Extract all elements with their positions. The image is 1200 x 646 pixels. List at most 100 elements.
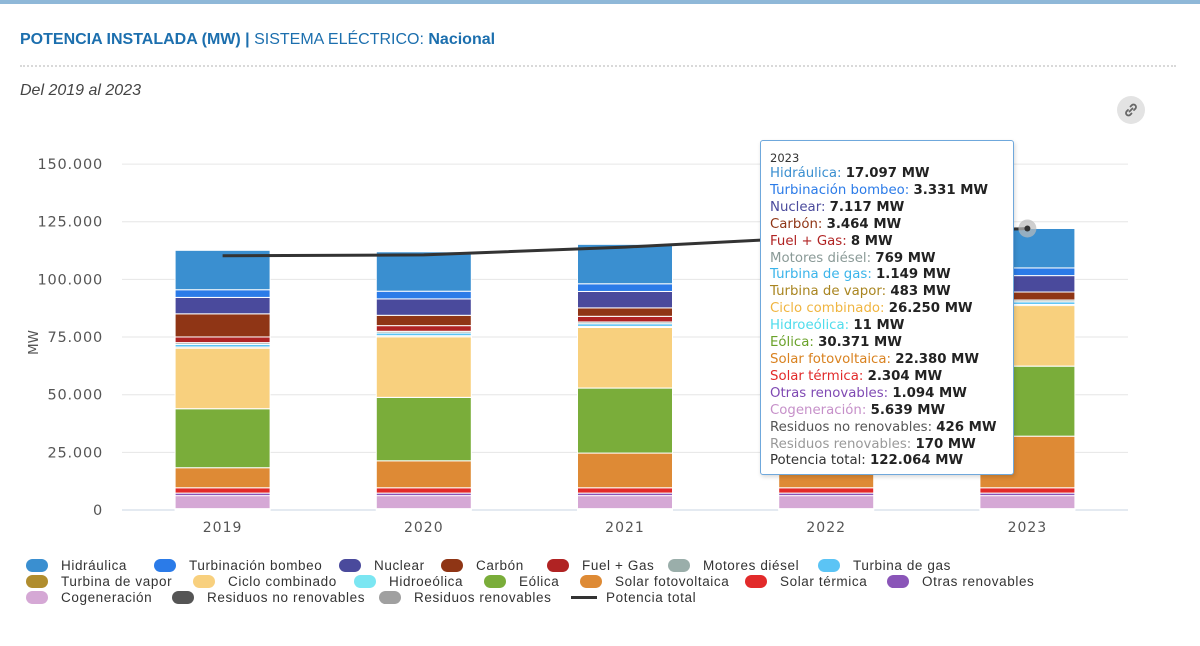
legend-label: Ciclo combinado bbox=[228, 574, 337, 589]
bar-segment bbox=[375, 251, 472, 292]
legend-label: Eólica bbox=[519, 574, 560, 589]
tooltip-row: Turbinación bombeo: 3.331 MW bbox=[770, 182, 989, 198]
legend-swatch bbox=[887, 575, 909, 588]
bar-segment bbox=[979, 495, 1076, 510]
top-accent-bar bbox=[0, 0, 1200, 4]
bar-segment bbox=[577, 283, 673, 292]
link-icon bbox=[1125, 103, 1137, 117]
tooltip-row-label: Hidráulica bbox=[770, 166, 838, 181]
tooltip-row-label: Fuel + Gas bbox=[770, 233, 843, 249]
bar-segment bbox=[375, 336, 472, 398]
legend-item[interactable]: Potencia total bbox=[571, 590, 696, 605]
bar-segment bbox=[778, 487, 875, 494]
legend-label: Potencia total bbox=[606, 590, 697, 605]
bar-segment bbox=[174, 289, 271, 298]
tooltip-category: 2023 bbox=[770, 151, 800, 165]
legend-item[interactable]: Cogeneración bbox=[26, 590, 152, 605]
legend-label: Solar térmica bbox=[780, 574, 868, 589]
title-separator: | bbox=[245, 31, 250, 48]
x-tick-label: 2020 bbox=[404, 520, 444, 536]
legend-item[interactable]: Turbinación bombeo bbox=[154, 558, 322, 573]
legend-item[interactable]: Carbón bbox=[441, 558, 524, 573]
legend-label: Cogeneración bbox=[61, 590, 153, 605]
bar-segment bbox=[174, 336, 271, 344]
legend-label: Carbón bbox=[476, 558, 524, 573]
tooltip-row-value: 426 MW bbox=[936, 419, 997, 435]
legend-label: Hidráulica bbox=[61, 558, 128, 573]
x-tick-label: 2022 bbox=[806, 520, 846, 536]
tooltip-row-label: Otras renovables bbox=[770, 385, 884, 401]
y-tick-label: 0 bbox=[93, 503, 103, 519]
tooltip-row-value: 122.064 MW bbox=[870, 453, 964, 469]
legend-swatch bbox=[26, 575, 48, 588]
legend-item[interactable]: Otras renovables bbox=[887, 574, 1034, 589]
bar-segment bbox=[577, 243, 673, 285]
bar-segment bbox=[577, 387, 673, 454]
bar-segment bbox=[778, 495, 875, 510]
bar-segment bbox=[174, 467, 271, 489]
chart-tooltip: 2023 Hidráulica: 17.097 MW Turbinación bom… bbox=[760, 140, 1014, 475]
legend-label: Turbinación bombeo bbox=[189, 558, 323, 573]
tooltip-row: Eólica: 30.371 MW bbox=[770, 335, 902, 351]
page-title: POTENCIA INSTALADA (MW) | SISTEMA ELÉCTR… bbox=[20, 31, 495, 49]
legend-label: Solar fotovoltaica bbox=[615, 574, 730, 589]
legend-item[interactable]: Nuclear bbox=[339, 558, 425, 573]
legend-label: Residuos renovables bbox=[414, 590, 552, 605]
legend-item[interactable]: Turbina de gas bbox=[818, 558, 951, 573]
tooltip-row-value: 483 MW bbox=[890, 284, 951, 300]
y-tick-label: 25.000 bbox=[47, 445, 103, 461]
legend-item[interactable]: Solar térmica bbox=[745, 574, 867, 589]
tooltip-row: Solar térmica: 2.304 MW bbox=[770, 368, 943, 384]
tooltip-row-label: Turbina de gas bbox=[770, 267, 868, 283]
total-point bbox=[1024, 225, 1031, 232]
bar-segment bbox=[375, 298, 472, 316]
legend-swatch bbox=[354, 575, 376, 588]
tooltip-row: Turbina de vapor: 483 MW bbox=[770, 284, 951, 300]
tooltip-row: Fuel + Gas: 8 MW bbox=[770, 233, 893, 249]
legend-item[interactable]: Solar fotovoltaica bbox=[580, 574, 729, 589]
y-axis-label: MW bbox=[26, 330, 42, 355]
legend-item[interactable]: Motores diésel bbox=[668, 558, 799, 573]
legend-label: Motores diésel bbox=[703, 558, 800, 573]
link-button[interactable] bbox=[1117, 96, 1145, 124]
legend-item[interactable]: Ciclo combinado bbox=[193, 574, 337, 589]
legend-item[interactable]: Residuos renovables bbox=[379, 590, 551, 605]
legend-swatch bbox=[193, 575, 215, 588]
tooltip-row-value: 11 MW bbox=[853, 318, 905, 334]
bar-segment bbox=[375, 314, 472, 327]
tooltip-row: Carbón: 3.464 MW bbox=[770, 216, 902, 232]
tooltip-row-value: 8 MW bbox=[850, 233, 893, 249]
bar-segment bbox=[577, 315, 673, 323]
tooltip-row-label: Ciclo combinado bbox=[770, 301, 881, 317]
tooltip-row-label: Nuclear bbox=[770, 199, 821, 215]
tooltip-row-label: Residuos renovables bbox=[770, 436, 907, 452]
legend-item[interactable]: Residuos no renovables bbox=[172, 590, 365, 605]
title-divider bbox=[20, 65, 1176, 67]
legend-label: Turbina de gas bbox=[853, 558, 951, 573]
bar-segment bbox=[577, 452, 673, 489]
tooltip-row: Ciclo combinado: 26.250 MW bbox=[770, 301, 973, 317]
legend-swatch bbox=[339, 559, 361, 572]
tooltip-row-value: 1.149 MW bbox=[876, 267, 951, 283]
legend-label: Hidroeólica bbox=[389, 574, 464, 589]
y-tick-label: 50.000 bbox=[47, 388, 103, 404]
y-tick-label: 100.000 bbox=[37, 272, 103, 288]
legend-label: Otras renovables bbox=[922, 574, 1035, 589]
legend-item[interactable]: Hidráulica bbox=[26, 558, 127, 573]
tooltip-row: Potencia total: 122.064 MW bbox=[770, 453, 964, 469]
legend-item[interactable]: Fuel + Gas bbox=[547, 558, 654, 573]
legend-row: Cogeneración Residuos no renovables Residu… bbox=[26, 590, 1176, 606]
legend-item[interactable]: Turbina de vapor bbox=[26, 574, 172, 589]
legend-swatch bbox=[580, 575, 602, 588]
tooltip-row-label: Carbón bbox=[770, 216, 818, 232]
tooltip-row-label: Solar térmica bbox=[770, 368, 859, 384]
legend-swatch bbox=[441, 559, 463, 572]
system-value[interactable]: Nacional bbox=[428, 31, 496, 48]
bar-segment bbox=[174, 495, 271, 510]
legend-item[interactable]: Eólica bbox=[484, 574, 559, 589]
bar-segment bbox=[174, 296, 271, 315]
tooltip-row-label: Hidroeólica bbox=[770, 318, 845, 334]
legend-label: Residuos no renovables bbox=[207, 590, 366, 605]
legend-item[interactable]: Hidroeólica bbox=[354, 574, 463, 589]
bar-segment bbox=[174, 313, 271, 338]
